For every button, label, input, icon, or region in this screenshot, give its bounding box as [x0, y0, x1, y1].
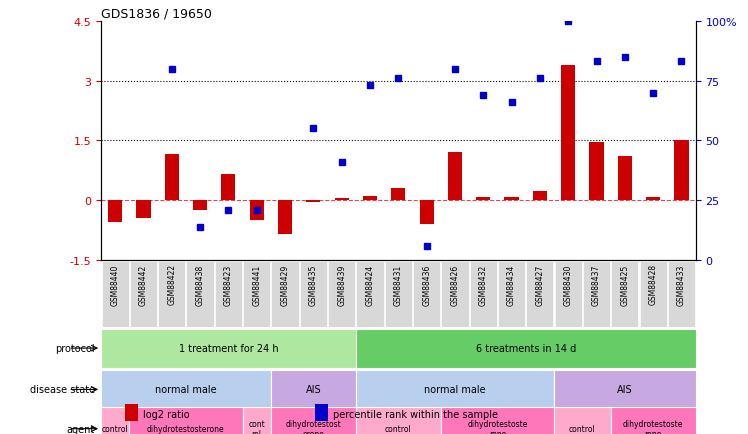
- FancyBboxPatch shape: [101, 370, 271, 409]
- FancyBboxPatch shape: [272, 261, 298, 327]
- FancyBboxPatch shape: [554, 408, 610, 434]
- FancyBboxPatch shape: [611, 261, 639, 327]
- Text: dihydrotestost
erone: dihydrotestost erone: [286, 419, 341, 434]
- Text: GSM88427: GSM88427: [536, 264, 545, 305]
- Text: 1 treatment for 24 h: 1 treatment for 24 h: [179, 343, 278, 353]
- FancyBboxPatch shape: [640, 261, 666, 327]
- FancyBboxPatch shape: [356, 408, 441, 434]
- Bar: [363, 197, 377, 201]
- Bar: [504, 197, 518, 201]
- Bar: [448, 153, 462, 201]
- Bar: [193, 201, 207, 210]
- Bar: [476, 197, 491, 201]
- Text: protocol: protocol: [55, 343, 95, 353]
- Text: percentile rank within the sample: percentile rank within the sample: [333, 409, 498, 419]
- Text: dihydrotestoste
rone: dihydrotestoste rone: [468, 419, 527, 434]
- FancyBboxPatch shape: [554, 370, 696, 409]
- Bar: [618, 157, 632, 201]
- Bar: [589, 143, 604, 201]
- Text: GSM88438: GSM88438: [195, 264, 205, 305]
- FancyBboxPatch shape: [215, 261, 242, 327]
- FancyBboxPatch shape: [186, 261, 214, 327]
- Text: GSM88428: GSM88428: [649, 264, 657, 305]
- FancyBboxPatch shape: [129, 408, 242, 434]
- FancyBboxPatch shape: [356, 370, 554, 409]
- Text: disease state: disease state: [30, 385, 95, 395]
- Bar: [561, 66, 575, 201]
- Text: GDS1836 / 19650: GDS1836 / 19650: [101, 7, 212, 20]
- Text: 6 treatments in 14 d: 6 treatments in 14 d: [476, 343, 576, 353]
- Text: GSM88430: GSM88430: [564, 264, 573, 305]
- Text: GSM88431: GSM88431: [393, 264, 403, 305]
- Text: GSM88441: GSM88441: [252, 264, 261, 305]
- FancyBboxPatch shape: [243, 261, 270, 327]
- FancyBboxPatch shape: [271, 370, 356, 409]
- FancyBboxPatch shape: [668, 261, 695, 327]
- FancyBboxPatch shape: [102, 261, 129, 327]
- Text: dihydrotestoste
rone: dihydrotestoste rone: [623, 419, 684, 434]
- Bar: [420, 201, 434, 224]
- Bar: [165, 155, 179, 201]
- FancyBboxPatch shape: [554, 261, 582, 327]
- Text: GSM88442: GSM88442: [139, 264, 148, 305]
- Text: control: control: [102, 424, 129, 433]
- Text: agent: agent: [67, 424, 95, 434]
- FancyBboxPatch shape: [610, 408, 696, 434]
- FancyBboxPatch shape: [441, 261, 468, 327]
- FancyBboxPatch shape: [101, 408, 129, 434]
- Bar: [125, 404, 138, 421]
- Text: GSM88422: GSM88422: [168, 264, 177, 305]
- FancyBboxPatch shape: [583, 261, 610, 327]
- Text: GSM88426: GSM88426: [450, 264, 459, 305]
- Bar: [315, 404, 328, 421]
- Text: control: control: [569, 424, 595, 433]
- FancyBboxPatch shape: [271, 408, 356, 434]
- Bar: [306, 201, 320, 203]
- FancyBboxPatch shape: [527, 261, 554, 327]
- FancyBboxPatch shape: [470, 261, 497, 327]
- Bar: [334, 199, 349, 201]
- Text: GSM88440: GSM88440: [111, 264, 120, 305]
- FancyBboxPatch shape: [300, 261, 327, 327]
- FancyBboxPatch shape: [441, 408, 554, 434]
- Bar: [391, 189, 405, 201]
- Text: GSM88439: GSM88439: [337, 264, 346, 305]
- FancyBboxPatch shape: [101, 329, 356, 368]
- Bar: [136, 201, 150, 219]
- FancyBboxPatch shape: [130, 261, 157, 327]
- Text: GSM88435: GSM88435: [309, 264, 318, 305]
- Text: GSM88432: GSM88432: [479, 264, 488, 305]
- Text: GSM88434: GSM88434: [507, 264, 516, 305]
- Text: normal male: normal male: [424, 385, 485, 395]
- Text: GSM88436: GSM88436: [422, 264, 431, 305]
- FancyBboxPatch shape: [356, 329, 696, 368]
- Bar: [646, 198, 660, 201]
- Bar: [108, 201, 122, 223]
- Bar: [675, 141, 689, 201]
- Text: cont
rol: cont rol: [248, 419, 265, 434]
- Text: GSM88429: GSM88429: [280, 264, 289, 305]
- Text: dihydrotestosterone: dihydrotestosterone: [147, 424, 224, 433]
- Bar: [221, 175, 236, 201]
- FancyBboxPatch shape: [356, 261, 384, 327]
- FancyBboxPatch shape: [242, 408, 271, 434]
- Text: GSM88423: GSM88423: [224, 264, 233, 305]
- FancyBboxPatch shape: [384, 261, 412, 327]
- Bar: [250, 201, 264, 220]
- Text: GSM88437: GSM88437: [592, 264, 601, 305]
- Text: GSM88433: GSM88433: [677, 264, 686, 305]
- Text: control: control: [385, 424, 411, 433]
- Text: AIS: AIS: [305, 385, 321, 395]
- Text: AIS: AIS: [617, 385, 633, 395]
- Text: log2 ratio: log2 ratio: [143, 409, 189, 419]
- FancyBboxPatch shape: [158, 261, 186, 327]
- Text: normal male: normal male: [155, 385, 217, 395]
- Bar: [278, 201, 292, 234]
- FancyBboxPatch shape: [328, 261, 355, 327]
- Bar: [533, 192, 547, 201]
- Text: GSM88424: GSM88424: [366, 264, 375, 305]
- FancyBboxPatch shape: [498, 261, 525, 327]
- FancyBboxPatch shape: [413, 261, 441, 327]
- Text: GSM88425: GSM88425: [620, 264, 629, 305]
